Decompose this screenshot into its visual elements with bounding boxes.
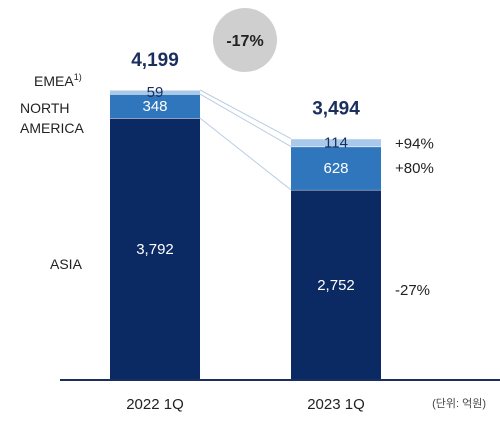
change-badge-text: -17% [226, 33, 263, 50]
bar-segment-asia-1 [291, 189, 381, 380]
bar-segment-emea-1 [291, 138, 381, 147]
bar-segment-emea-0 [110, 90, 200, 95]
value-label-asia-1: 2,752 [317, 277, 355, 294]
series-label-north-america-line2: AMERICA [20, 120, 84, 136]
series-label-asia: ASIA [50, 256, 83, 272]
connector-line-asia [199, 117, 292, 191]
series-label-north-america-line1: NORTH [20, 100, 70, 116]
connector-lines [199, 89, 292, 191]
unit-note: (단위: 억원) [432, 397, 486, 410]
value-label-emea-1: 114 [324, 135, 348, 152]
connector-line-emea [199, 89, 292, 140]
total-label-1: 3,494 [312, 99, 360, 120]
growth-label-asia: -27% [395, 282, 430, 299]
value-label-north_america-1: 628 [323, 160, 348, 177]
growth-label-north_america: +80% [395, 160, 434, 177]
change-badge [213, 8, 277, 72]
bar-segment-asia-0 [110, 118, 200, 380]
value-label-asia-0: 3,792 [136, 241, 174, 258]
bar-segment-north_america-0 [110, 94, 200, 119]
bars-group [60, 89, 500, 381]
bar-segment-north_america-1 [291, 146, 381, 190]
total-label-0: 4,199 [131, 50, 179, 71]
value-label-north_america-0: 348 [142, 98, 167, 115]
category-label-0: 2022 1Q [126, 396, 184, 413]
series-label-emea: EMEA1) [34, 72, 82, 89]
growth-label-emea: +94% [395, 136, 434, 153]
series-label-emea-superscript: 1) [74, 72, 82, 82]
category-label-1: 2023 1Q [307, 396, 365, 413]
value-label-emea-0: 59 [147, 84, 164, 101]
connector-line-north_america [199, 93, 292, 147]
